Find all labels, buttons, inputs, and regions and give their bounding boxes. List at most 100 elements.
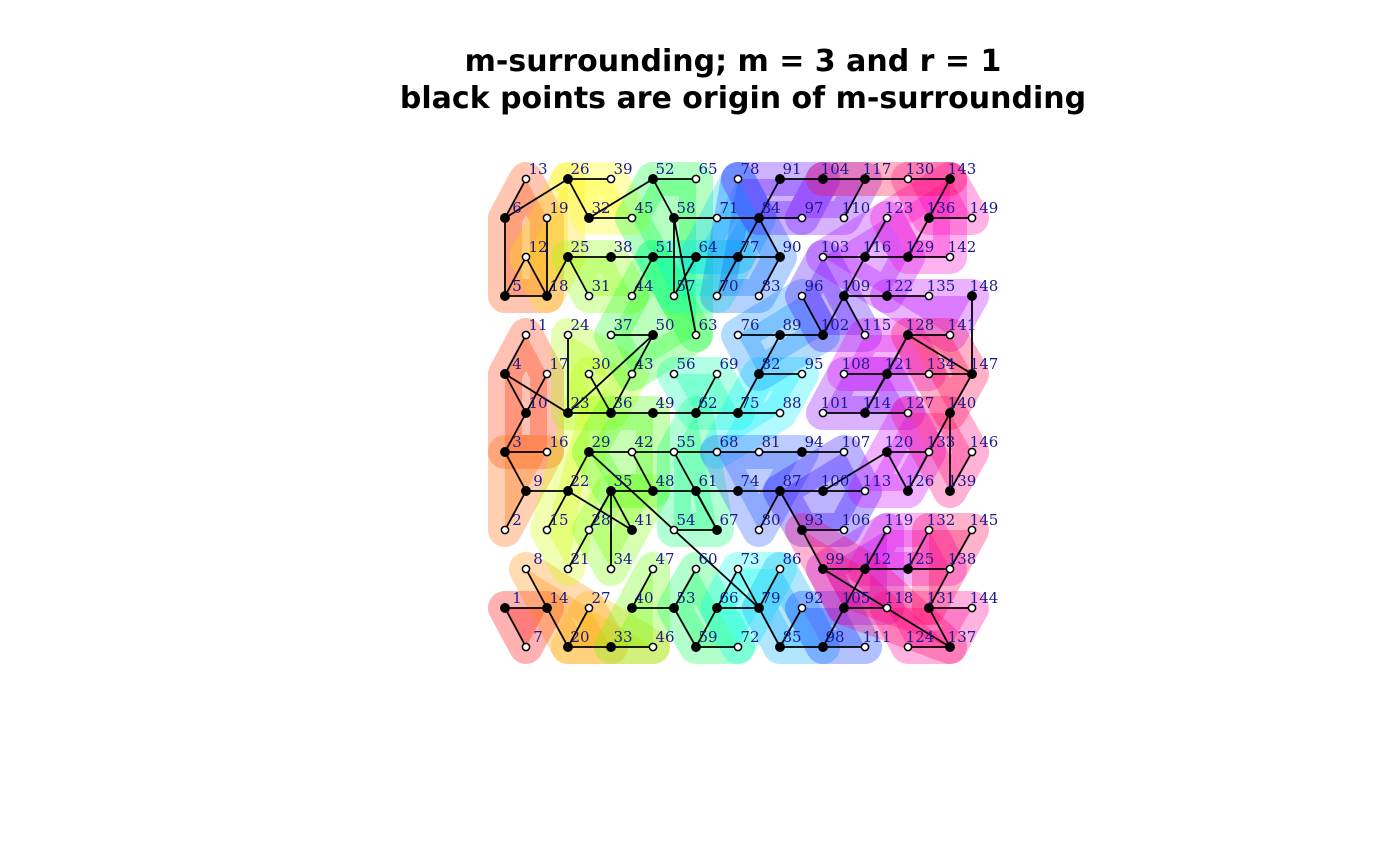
data-point	[563, 330, 573, 340]
point-label: 145	[970, 511, 999, 529]
point-label: 138	[948, 550, 977, 568]
data-point	[669, 291, 679, 301]
data-point	[945, 564, 955, 574]
point-label: 11	[528, 316, 547, 334]
surrounding-edge	[758, 334, 781, 375]
data-point	[860, 642, 870, 652]
origin-point	[563, 252, 573, 262]
point-label: 53	[676, 589, 695, 607]
point-label: 12	[528, 238, 547, 256]
surrounding-edge	[949, 529, 973, 570]
origin-point	[669, 603, 679, 613]
data-point	[733, 564, 743, 574]
surrounding-edge	[822, 607, 845, 648]
point-label: 140	[948, 394, 977, 412]
point-label: 131	[927, 589, 956, 607]
point-label: 109	[842, 277, 871, 295]
point-label: 18	[549, 277, 568, 295]
surrounding-edge	[758, 217, 781, 258]
data-point	[500, 525, 510, 535]
point-label: 88	[782, 394, 801, 412]
origin-point	[903, 564, 913, 574]
point-label: 143	[948, 160, 977, 178]
point-label: 49	[655, 394, 674, 412]
point-label: 1	[512, 589, 522, 607]
point-label: 14	[549, 589, 568, 607]
point-label: 147	[970, 355, 999, 373]
origin-point	[945, 174, 955, 184]
origin-point	[860, 174, 870, 184]
point-label: 103	[821, 238, 850, 256]
origin-point	[754, 213, 764, 223]
data-point	[797, 603, 807, 613]
point-label: 93	[804, 511, 823, 529]
point-label: 136	[927, 199, 956, 217]
data-point	[754, 291, 764, 301]
data-point	[606, 564, 616, 574]
point-label: 113	[863, 472, 892, 490]
point-label: 87	[782, 472, 801, 490]
point-label: 19	[549, 199, 568, 217]
point-label: 24	[570, 316, 589, 334]
point-label: 91	[782, 160, 801, 178]
point-label: 27	[591, 589, 610, 607]
data-point	[542, 525, 552, 535]
point-label: 41	[634, 511, 653, 529]
data-point	[627, 447, 637, 457]
data-point	[860, 330, 870, 340]
data-point	[839, 213, 849, 223]
point-label: 75	[740, 394, 759, 412]
point-label: 89	[782, 316, 801, 334]
point-label: 29	[591, 433, 610, 451]
data-point	[839, 447, 849, 457]
data-point	[882, 525, 892, 535]
origin-point	[584, 447, 594, 457]
data-point	[691, 564, 701, 574]
origin-point	[818, 174, 828, 184]
surrounding-edge	[525, 256, 548, 297]
point-label: 51	[655, 238, 674, 256]
point-label: 42	[634, 433, 653, 451]
origin-point	[500, 291, 510, 301]
origin-point	[775, 174, 785, 184]
origin-point	[754, 369, 764, 379]
data-point	[945, 330, 955, 340]
origin-point	[648, 408, 658, 418]
surrounding-edge	[758, 178, 781, 219]
origin-point	[839, 291, 849, 301]
surrounding-edge	[737, 373, 760, 414]
origin-point	[839, 603, 849, 613]
point-label: 104	[821, 160, 850, 178]
origin-point	[606, 642, 616, 652]
data-point	[521, 564, 531, 574]
point-label: 30	[591, 355, 610, 373]
origin-point	[818, 642, 828, 652]
surrounding-edge	[928, 178, 951, 219]
data-point	[712, 447, 722, 457]
data-point	[691, 330, 701, 340]
origin-point	[903, 252, 913, 262]
point-label: 110	[842, 199, 871, 217]
surrounding-edge	[843, 295, 866, 336]
point-label: 149	[970, 199, 999, 217]
point-label: 114	[863, 394, 892, 412]
data-point	[924, 525, 934, 535]
surrounding-edge	[864, 529, 888, 570]
surrounding-edge	[949, 451, 973, 492]
surrounding-edge	[567, 178, 590, 219]
origin-point	[563, 642, 573, 652]
point-label: 133	[927, 433, 956, 451]
origin-point	[945, 486, 955, 496]
origin-point	[648, 252, 658, 262]
point-label: 36	[613, 394, 632, 412]
point-label: 31	[591, 277, 610, 295]
point-label: 67	[719, 511, 738, 529]
data-point	[521, 330, 531, 340]
origin-point	[733, 486, 743, 496]
surrounding-edge	[758, 568, 781, 609]
origin-point	[669, 213, 679, 223]
data-point	[627, 369, 637, 379]
chart-title-line-2: black points are origin of m-surrounding	[400, 81, 1086, 116]
origin-point	[648, 486, 658, 496]
point-label: 64	[698, 238, 717, 256]
